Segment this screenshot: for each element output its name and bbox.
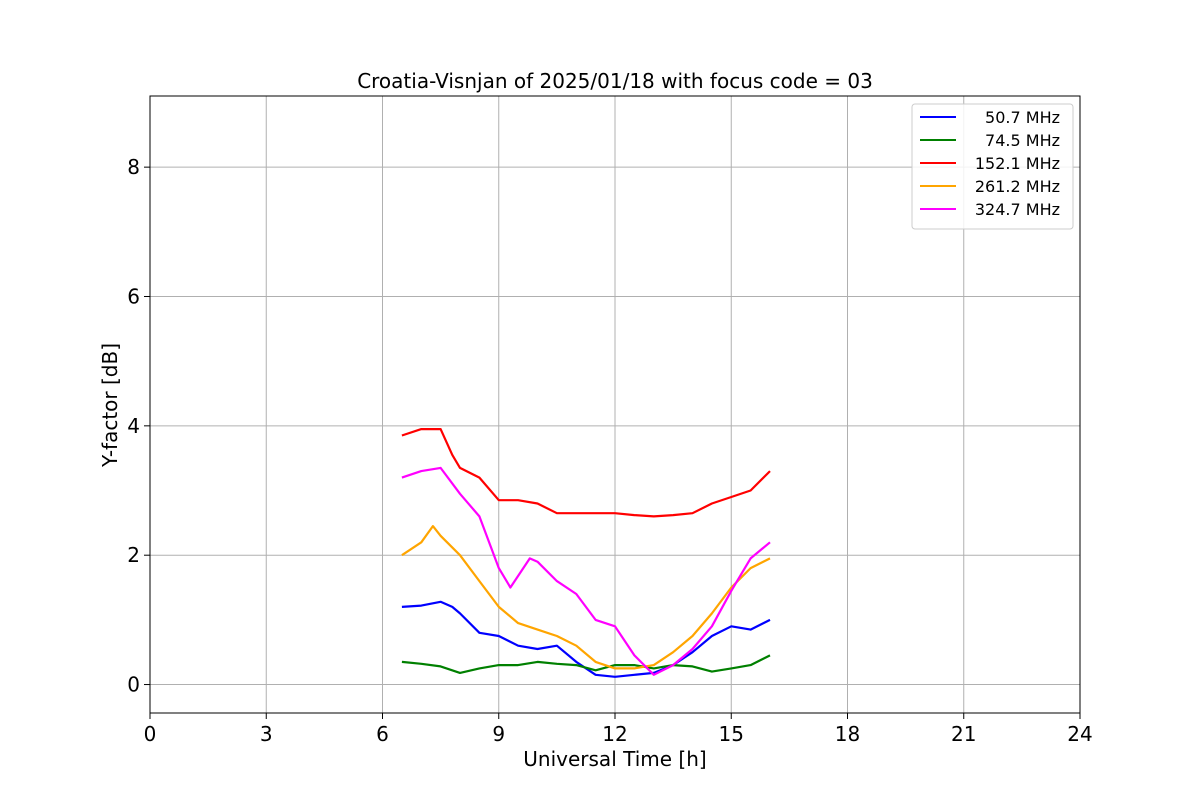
legend-frame: [911, 103, 1074, 230]
series-line-4: [401, 466, 771, 676]
x-tick-label: 3: [260, 722, 273, 746]
y-tick-label: 2: [127, 543, 140, 567]
legend-label-3: 261.2 MHz: [975, 177, 1060, 196]
x-tick-label: 21: [951, 722, 976, 746]
series-lines: [401, 428, 771, 678]
series-line-2: [401, 428, 771, 518]
y-tick-label: 4: [127, 414, 140, 438]
x-tick-label: 12: [602, 722, 627, 746]
legend-label-2: 152.1 MHz: [975, 154, 1060, 173]
legend-label-1: 74.5 MHz: [985, 131, 1060, 150]
x-tick-label: 18: [835, 722, 860, 746]
y-tick-label: 0: [127, 673, 140, 697]
series-line-1: [401, 654, 771, 675]
x-tick-label: 9: [492, 722, 505, 746]
series-line-0: [401, 600, 771, 678]
chart-title: Croatia-Visnjan of 2025/01/18 with focus…: [357, 69, 873, 93]
x-tick-label: 6: [376, 722, 389, 746]
x-tick-label: 24: [1067, 722, 1092, 746]
x-tick-label: 15: [719, 722, 744, 746]
y-tick-label: 6: [127, 284, 140, 308]
y-tick-label: 8: [127, 155, 140, 179]
legend-label-0: 50.7 MHz: [985, 108, 1060, 127]
legend-label-4: 324.7 MHz: [975, 200, 1060, 219]
x-axis-label: Universal Time [h]: [523, 747, 706, 771]
series-line-3: [401, 524, 771, 670]
y-axis-label: Y-factor [dB]: [98, 343, 122, 468]
legend: 50.7 MHz 74.5 MHz 152.1 MHz 261.2 MHz 324.7 …: [911, 103, 1074, 230]
x-tick-label: 0: [144, 722, 157, 746]
